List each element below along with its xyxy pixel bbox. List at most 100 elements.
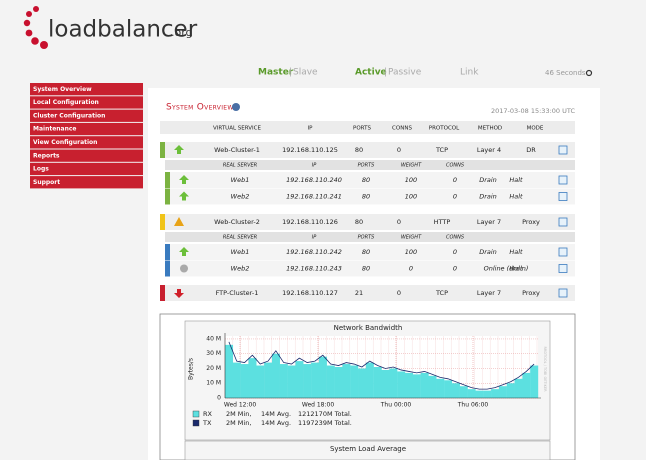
- table-header-bg: [160, 121, 575, 134]
- server-action[interactable]: Halt: [509, 248, 523, 256]
- rx-bar: [467, 389, 476, 398]
- rx-bar: [326, 365, 335, 398]
- column-header: IP: [308, 126, 314, 132]
- rx-bar: [264, 362, 273, 398]
- graph-watermark: RRDTOOL / TOBI OETIKER: [543, 346, 547, 392]
- menu-item[interactable]: [30, 136, 143, 149]
- menu-label[interactable]: Support: [33, 179, 60, 186]
- legend-avg: 14M Avg.: [261, 410, 291, 418]
- server-conns: 0: [453, 176, 457, 184]
- menu-item[interactable]: [30, 162, 143, 176]
- cluster-name: Web-Cluster-1: [214, 146, 260, 154]
- rx-bar: [318, 356, 327, 398]
- nav-active[interactable]: Active: [355, 68, 387, 78]
- menu-label[interactable]: Cluster Configuration: [33, 112, 105, 119]
- server-action[interactable]: Halt: [509, 265, 523, 273]
- y-tick-label: 20 M: [206, 365, 221, 372]
- nav-slave[interactable]: Slave: [293, 68, 318, 78]
- nav-passive[interactable]: Passive: [388, 68, 422, 78]
- rx-bar: [295, 361, 304, 398]
- cluster-status-bar: [160, 214, 165, 230]
- graph-icon[interactable]: [558, 247, 568, 257]
- menu-label[interactable]: View Configuration: [33, 139, 97, 146]
- refresh-icon[interactable]: [585, 69, 593, 77]
- x-tick-label: Wed 18:00: [302, 402, 334, 409]
- server-state[interactable]: Drain: [479, 176, 497, 184]
- server-name: Web1: [231, 176, 250, 184]
- rx-bar: [279, 364, 288, 398]
- graph-icon[interactable]: [558, 264, 568, 273]
- real-server-header: CONNS: [446, 235, 465, 241]
- rx-bar: [256, 365, 265, 398]
- cluster-method: Layer 7: [477, 218, 501, 226]
- logo-brand: loadbalancer: [48, 17, 198, 43]
- graph-icon[interactable]: [558, 175, 568, 185]
- rx-bar: [248, 358, 257, 398]
- server-row: [165, 260, 575, 277]
- server-action[interactable]: Halt: [509, 176, 523, 184]
- graph-icon[interactable]: [558, 192, 568, 201]
- server-state[interactable]: Online (drain): [484, 265, 529, 273]
- cluster-protocol: TCP: [435, 146, 448, 154]
- refresh-timer: 46 Seconds: [545, 69, 586, 77]
- server-ip: 192.168.110.243: [286, 265, 342, 273]
- server-row: [165, 244, 575, 260]
- legend-total: 1212170M Total.: [298, 410, 352, 418]
- menu-label[interactable]: Local Configuration: [33, 99, 99, 106]
- rx-bar: [491, 389, 500, 398]
- legend-name: RX: [203, 410, 213, 418]
- server-state[interactable]: Drain: [479, 193, 497, 201]
- server-status-bar: [165, 188, 170, 205]
- rx-bar: [436, 378, 445, 398]
- menu-item[interactable]: [30, 96, 143, 109]
- nav-sep: |: [289, 68, 292, 78]
- rx-bar: [397, 371, 406, 398]
- nav-master[interactable]: Master: [258, 68, 294, 78]
- rx-bar: [311, 362, 320, 398]
- server-action[interactable]: Halt: [509, 193, 523, 201]
- rx-bar: [483, 390, 492, 398]
- server-ports: 80: [362, 193, 370, 201]
- cluster-ports: 21: [355, 289, 363, 297]
- menu-label[interactable]: Logs: [33, 166, 49, 173]
- server-weight: 100: [405, 248, 417, 256]
- menu-label[interactable]: System Overview: [33, 86, 92, 93]
- server-row: [165, 172, 575, 188]
- menu-item[interactable]: [30, 176, 143, 189]
- y-axis-label: Bytes/s: [188, 358, 195, 380]
- legend-name: TX: [202, 419, 212, 427]
- legend-swatch: [192, 419, 200, 427]
- nav-link[interactable]: Link: [460, 68, 479, 78]
- nav-sep: |: [384, 68, 387, 78]
- menu-item[interactable]: [30, 122, 143, 136]
- graph-icon[interactable]: [558, 288, 568, 298]
- menu-label[interactable]: Maintenance: [33, 126, 77, 133]
- real-header-bg: [165, 232, 575, 242]
- rx-bar: [225, 344, 234, 398]
- rx-bar: [334, 367, 343, 398]
- menu-label[interactable]: Reports: [33, 152, 60, 159]
- cluster-ports: 80: [355, 218, 363, 226]
- real-server-header: REAL SERVER: [223, 235, 257, 241]
- graph-icon[interactable]: [558, 145, 568, 155]
- server-state[interactable]: Drain: [479, 248, 497, 256]
- menu-item[interactable]: [30, 109, 143, 122]
- help-icon[interactable]: [232, 103, 240, 111]
- rx-bar: [514, 378, 523, 398]
- rx-bar: [530, 365, 539, 398]
- column-header: METHOD: [478, 126, 502, 132]
- graph-icon[interactable]: [558, 217, 568, 227]
- status-up-icon: [174, 145, 184, 154]
- server-status-bar: [165, 244, 170, 260]
- menu-item[interactable]: [30, 149, 143, 162]
- cluster-protocol: TCP: [435, 289, 448, 297]
- x-tick-label: Thu 00:00: [380, 402, 412, 409]
- menu-item[interactable]: [30, 83, 143, 96]
- cluster-method: Layer 7: [477, 289, 501, 297]
- real-server-header: REAL SERVER: [223, 163, 257, 169]
- cluster-method: Layer 4: [477, 146, 501, 154]
- status-down-icon: [174, 289, 184, 298]
- rx-bar: [451, 383, 460, 398]
- y-tick-label: 30 M: [206, 350, 221, 357]
- tx-line: [228, 341, 535, 390]
